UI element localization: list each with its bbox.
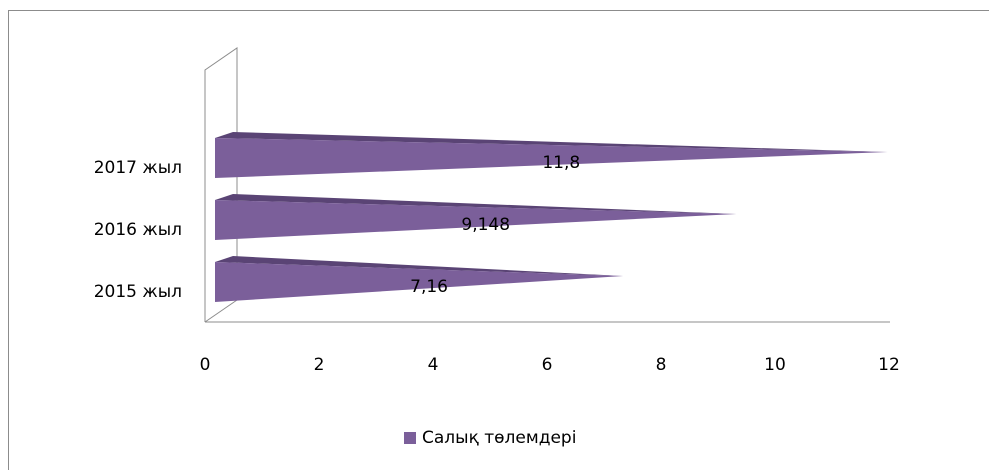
x-tick-label: 0 — [200, 355, 211, 375]
x-tick-label: 10 — [764, 355, 786, 375]
legend-label: Салық төлемдері — [422, 428, 576, 448]
x-tick-label: 6 — [542, 355, 553, 375]
chart-border — [8, 10, 989, 470]
x-tick-label: 8 — [656, 355, 667, 375]
value-label: 11,8 — [542, 153, 580, 173]
bar — [215, 200, 737, 240]
legend-swatch — [404, 432, 416, 444]
x-tick-label: 2 — [314, 355, 325, 375]
bar-top — [215, 256, 624, 276]
bar-top — [215, 194, 737, 214]
y-tick-label: 2017 жыл — [94, 158, 182, 178]
x-tick-label: 12 — [878, 355, 900, 375]
floor-edge — [204, 299, 238, 323]
value-label: 7,16 — [410, 277, 448, 297]
y-tick-label: 2016 жыл — [94, 220, 182, 240]
bar-top — [215, 132, 888, 152]
x-tick-label: 4 — [428, 355, 439, 375]
bar — [215, 138, 888, 178]
value-label: 9,148 — [461, 215, 510, 235]
bar — [215, 262, 624, 302]
y-tick-label: 2015 жыл — [94, 282, 182, 302]
